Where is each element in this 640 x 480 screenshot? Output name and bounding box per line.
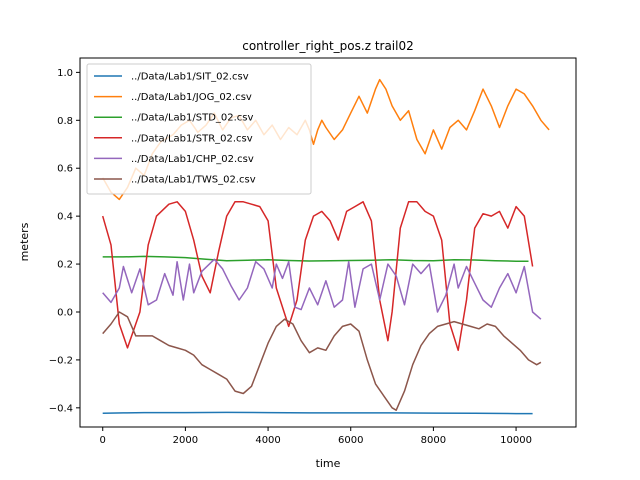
legend-label: ../Data/Lab1/STR_02.csv xyxy=(131,133,253,144)
y-tick-label: 0.4 xyxy=(57,212,73,223)
legend: ../Data/Lab1/SIT_02.csv ../Data/Lab1/JOG_… xyxy=(86,63,312,195)
x-tick-label: 0 xyxy=(100,435,106,446)
chart-title: controller_right_pos.z trail02 xyxy=(242,39,414,53)
x-tick-label: 6000 xyxy=(338,435,363,446)
y-axis-title: meters xyxy=(18,222,31,261)
y-tick-label: 0.0 xyxy=(57,307,73,318)
y-tick-label: −0.4 xyxy=(49,403,73,414)
y-tick-label: 1.0 xyxy=(57,68,73,79)
legend-label: ../Data/Lab1/TWS_02.csv xyxy=(131,175,256,186)
legend-items: ../Data/Lab1/SIT_02.csv ../Data/Lab1/JOG_… xyxy=(94,72,256,186)
series-line-5 xyxy=(102,311,542,411)
legend-label: ../Data/Lab1/SIT_02.csv xyxy=(131,72,249,83)
legend-label: ../Data/Lab1/STD_02.csv xyxy=(131,113,254,124)
x-axis-title: time xyxy=(316,457,341,470)
series-line-3 xyxy=(101,201,534,352)
x-tick-label: 4000 xyxy=(255,435,280,446)
x-tick-label: 2000 xyxy=(173,435,198,446)
x-tick-label: 10000 xyxy=(500,435,532,446)
legend-label: ../Data/Lab1/CHP_02.csv xyxy=(131,154,254,165)
axes-frame xyxy=(79,57,577,428)
y-tick-label: 0.8 xyxy=(57,116,73,127)
series-line-0 xyxy=(102,411,533,415)
series-line-4 xyxy=(102,258,542,320)
x-tick-label: 8000 xyxy=(421,435,446,446)
series-line-2 xyxy=(102,255,529,262)
x-axis-ticks: 0 2000 4000 6000 8000 10000 xyxy=(100,427,532,446)
y-tick-label: −0.2 xyxy=(49,355,73,366)
legend-box xyxy=(86,63,312,195)
y-tick-label: 0.6 xyxy=(57,164,73,175)
y-tick-label: 0.2 xyxy=(57,260,73,271)
legend-label: ../Data/Lab1/JOG_02.csv xyxy=(131,92,252,103)
y-axis-ticks: −0.4 −0.2 0.0 0.2 0.4 0.6 0.8 1.0 xyxy=(49,68,80,414)
